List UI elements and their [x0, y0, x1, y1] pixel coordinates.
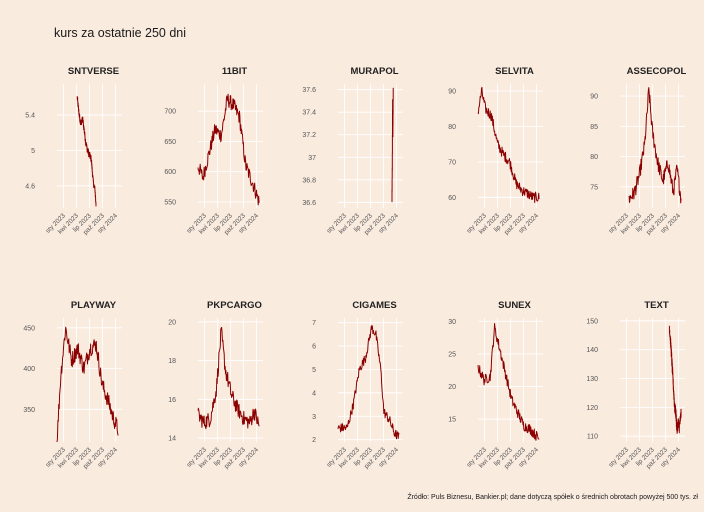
- y-tick-label: 5.4: [25, 113, 35, 120]
- y-tick-label: 450: [23, 325, 35, 332]
- price-line: [391, 87, 394, 203]
- y-tick-label: 4.6: [25, 183, 35, 190]
- y-tick-label: 36.6: [302, 200, 316, 207]
- panel-title: ASSECOPOL: [627, 66, 687, 77]
- price-line: [197, 326, 260, 430]
- y-tick-label: 37.4: [302, 110, 316, 117]
- panel-title: SELVITA: [495, 66, 534, 77]
- y-tick-label: 70: [448, 159, 456, 166]
- y-tick-label: 75: [590, 184, 598, 191]
- price-line: [197, 93, 260, 206]
- y-tick-label: 4: [312, 390, 316, 397]
- y-tick-label: 80: [448, 124, 456, 131]
- y-tick-label: 150: [586, 318, 598, 325]
- price-line: [76, 96, 97, 207]
- price-line: [668, 325, 682, 434]
- y-tick-label: 120: [586, 405, 598, 412]
- source-caption: Źródło: Puls Biznesu, Bankier.pl; dane d…: [407, 494, 698, 501]
- y-tick-label: 7: [312, 320, 316, 327]
- y-tick-label: 5: [31, 148, 35, 155]
- price-line: [628, 87, 682, 204]
- y-tick-label: 20: [168, 319, 176, 326]
- y-tick-label: 16: [168, 397, 176, 404]
- y-tick-label: 15: [448, 417, 456, 424]
- y-tick-label: 18: [168, 358, 176, 365]
- y-tick-label: 80: [590, 154, 598, 161]
- price-line: [477, 323, 540, 441]
- price-line: [337, 324, 400, 440]
- y-tick-label: 130: [586, 376, 598, 383]
- y-tick-label: 140: [586, 347, 598, 354]
- y-tick-label: 14: [168, 436, 176, 443]
- y-tick-label: 37: [308, 155, 316, 162]
- panel-title: 11BIT: [222, 66, 248, 77]
- y-tick-label: 90: [590, 94, 598, 101]
- y-tick-label: 650: [164, 139, 176, 146]
- y-tick-label: 90: [448, 89, 456, 96]
- y-tick-label: 37.2: [302, 132, 316, 139]
- panel-title: PKPCARGO: [207, 300, 262, 311]
- y-tick-label: 110: [587, 434, 598, 441]
- y-tick-label: 600: [164, 169, 176, 176]
- y-tick-label: 400: [23, 366, 35, 373]
- panel-title: PLAYWAY: [71, 300, 117, 311]
- y-tick-label: 37.6: [302, 87, 316, 94]
- y-tick-label: 20: [448, 384, 456, 391]
- y-tick-label: 700: [164, 109, 176, 116]
- panel-title: SUNEX: [498, 300, 531, 311]
- panel-title: SNTVERSE: [68, 66, 119, 77]
- y-tick-label: 550: [164, 199, 176, 206]
- panel-title: MURAPOL: [350, 66, 398, 77]
- price-line: [56, 326, 119, 443]
- y-tick-label: 25: [448, 351, 456, 358]
- chart-title: kurs za ostatnie 250 dni: [54, 26, 187, 40]
- panel-title: CIGAMES: [352, 300, 396, 311]
- y-tick-label: 5: [312, 367, 316, 374]
- y-tick-label: 60: [448, 195, 456, 202]
- y-tick-label: 30: [448, 319, 456, 326]
- panel-title: TEXT: [644, 300, 668, 311]
- y-tick-label: 350: [23, 407, 35, 414]
- y-tick-label: 6: [312, 344, 316, 351]
- price-line: [477, 86, 540, 203]
- y-tick-label: 3: [312, 414, 316, 421]
- y-tick-label: 85: [590, 124, 598, 131]
- y-tick-label: 2: [312, 437, 316, 444]
- y-tick-label: 36.8: [302, 177, 316, 184]
